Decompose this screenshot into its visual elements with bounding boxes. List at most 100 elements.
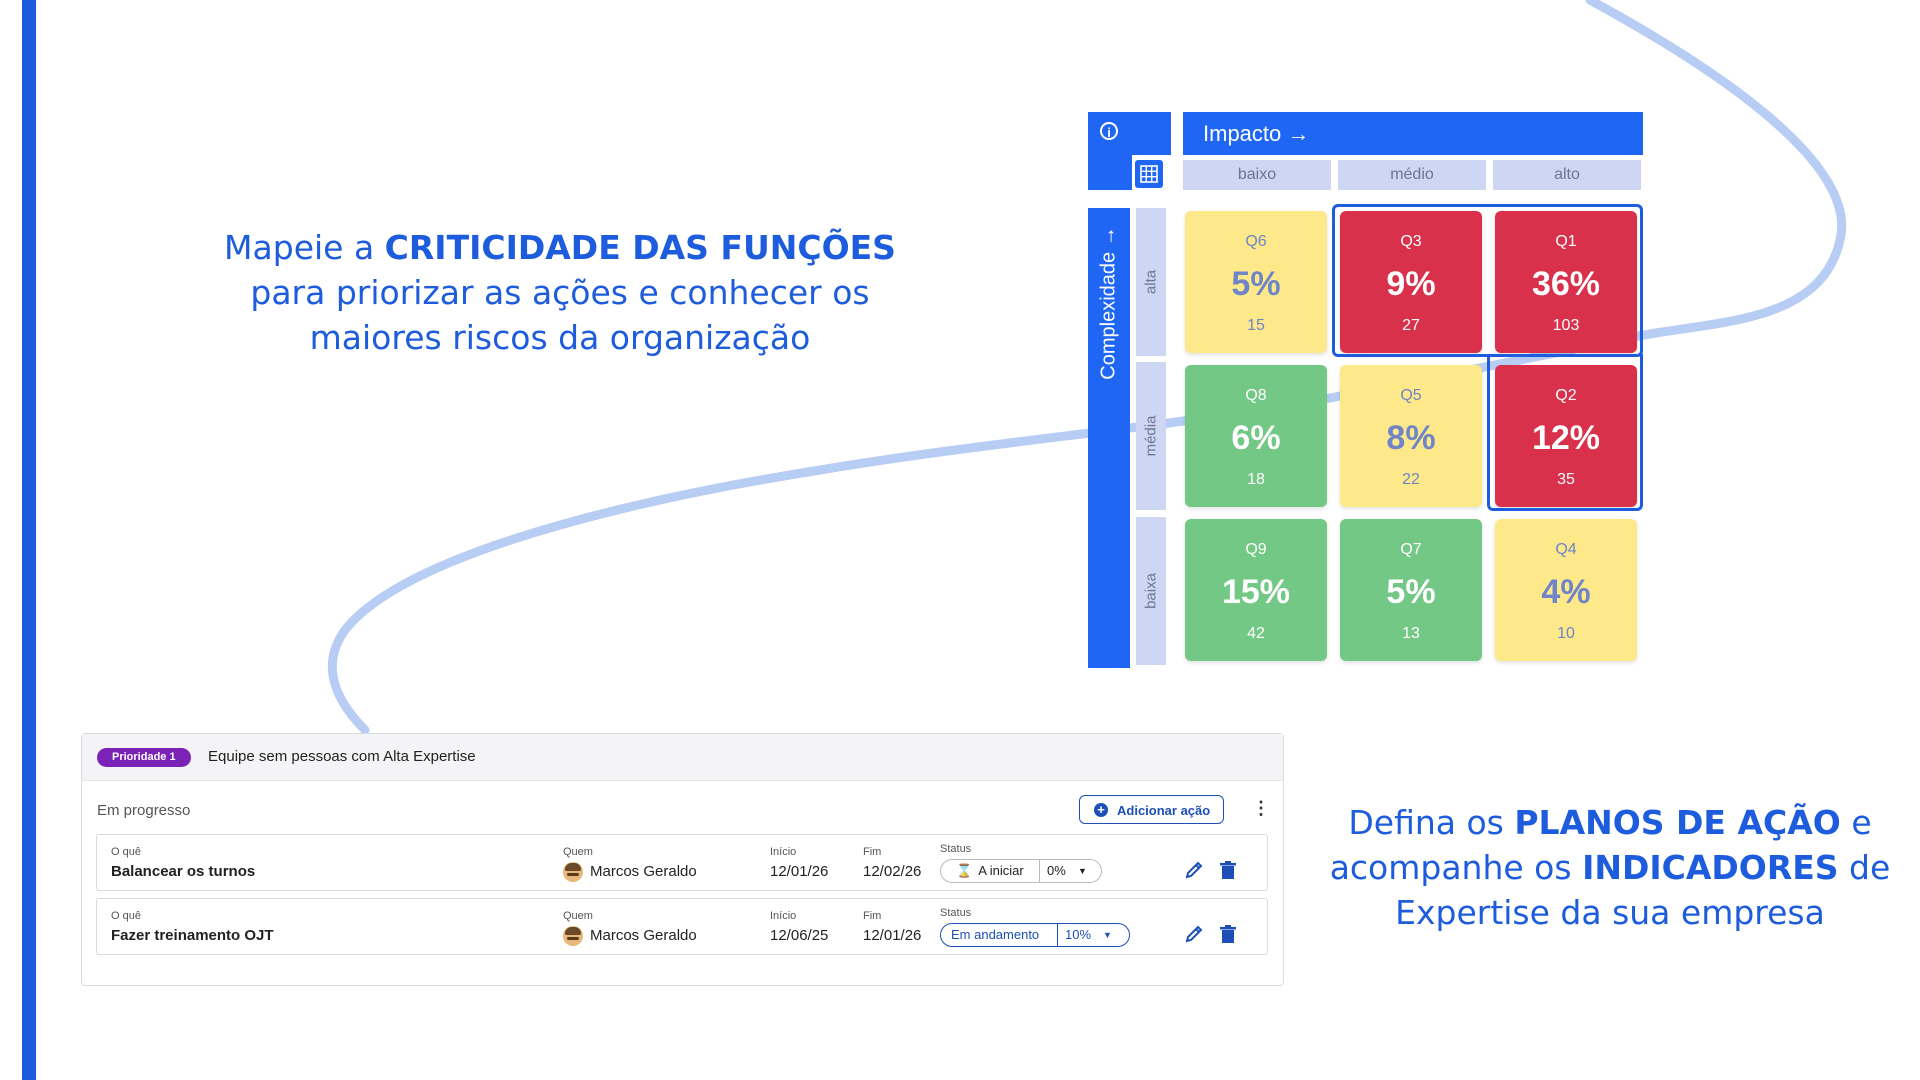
cell-count: 27 <box>1402 317 1420 334</box>
chevron-down-icon: ▼ <box>1078 866 1087 876</box>
progress-value: 10% <box>1065 927 1092 942</box>
start-label: Início <box>770 846 797 858</box>
hourglass-icon: ⌛ <box>956 863 973 878</box>
headline-text: Mapeie a <box>224 228 385 267</box>
headline-bold-text: PLANOS DE AÇÃO <box>1514 803 1841 842</box>
cell-count: 13 <box>1402 625 1420 642</box>
start-label: Início <box>770 910 797 922</box>
cell-count: 15 <box>1247 317 1265 334</box>
row-label-alta: alta <box>1136 208 1166 356</box>
cell-percent: 5% <box>1386 573 1436 611</box>
edit-icon[interactable] <box>1183 859 1205 881</box>
status-separator <box>1039 860 1040 882</box>
row-label-text: baixa <box>1142 573 1160 609</box>
priority-badge: Prioridade 1 <box>97 748 191 767</box>
chevron-down-icon: ▼ <box>1103 930 1112 940</box>
status-value: A iniciar <box>978 863 1024 878</box>
who-value: Marcos Geraldo <box>590 927 697 944</box>
matrix-cell-q3[interactable]: Q3 9% 27 <box>1340 211 1482 353</box>
column-label-baixo: baixo <box>1183 160 1331 190</box>
headline-text: acompanhe os <box>1329 848 1583 887</box>
cell-percent: 15% <box>1221 573 1291 611</box>
row-label-text: média <box>1142 415 1160 457</box>
delete-icon[interactable] <box>1217 859 1239 881</box>
headline-bold-text: INDICADORES <box>1582 848 1839 887</box>
status-selector[interactable]: ⌛ A iniciar 0% ▼ <box>940 859 1102 883</box>
panel-header: Prioridade 1 Equipe sem pessoas com Alta… <box>82 734 1283 781</box>
start-date: 12/06/25 <box>770 927 829 944</box>
cell-percent: 6% <box>1231 419 1281 457</box>
cell-count: 42 <box>1247 625 1265 642</box>
complexity-axis-label: Complexidade → <box>1097 226 1120 380</box>
cell-quadrant: Q3 <box>1400 233 1422 250</box>
section-label: Em progresso <box>97 802 191 819</box>
headline-bold-text: CRITICIDADE DAS FUNÇÕES <box>384 228 896 267</box>
cell-quadrant: Q2 <box>1555 387 1577 404</box>
matrix-cell-q4[interactable]: Q4 4% 10 <box>1495 519 1637 661</box>
end-date: 12/01/26 <box>863 927 922 944</box>
avatar <box>563 862 583 882</box>
headline-text: maiores riscos da organização <box>309 318 811 357</box>
row-label-media: média <box>1136 362 1166 510</box>
what-value: Fazer treinamento OJT <box>111 927 274 944</box>
impact-axis-header: Impacto → <box>1183 112 1643 155</box>
end-date: 12/02/26 <box>863 863 922 880</box>
matrix-cell-q6[interactable]: Q6 5% 15 <box>1185 211 1327 353</box>
matrix-cell-q1[interactable]: Q1 36% 103 <box>1495 211 1637 353</box>
cell-count: 10 <box>1557 625 1575 642</box>
cell-quadrant: Q1 <box>1555 233 1577 250</box>
grid-view-button[interactable] <box>1135 160 1163 188</box>
complexity-axis-bar <box>1088 208 1130 668</box>
status-selector[interactable]: Em andamento 10% ▼ <box>940 923 1130 947</box>
status-separator <box>1057 924 1058 946</box>
cell-quadrant: Q8 <box>1245 387 1267 404</box>
cell-quadrant: Q5 <box>1400 387 1422 404</box>
end-label: Fim <box>863 910 882 922</box>
matrix-cell-q8[interactable]: Q8 6% 18 <box>1185 365 1327 507</box>
cell-quadrant: Q9 <box>1245 541 1267 558</box>
row-label-baixa: baixa <box>1136 517 1166 665</box>
row-label-text: alta <box>1142 269 1160 295</box>
headline-text: de <box>1838 848 1891 887</box>
critical-zone-outline-top <box>1332 204 1643 357</box>
grid-icon <box>1140 165 1158 183</box>
cell-quadrant: Q4 <box>1555 541 1577 558</box>
headline-text: para priorizar as ações e conhecer os <box>250 273 870 312</box>
avatar <box>563 926 583 946</box>
what-label: O quê <box>111 846 141 858</box>
cell-percent: 36% <box>1531 265 1601 303</box>
cell-quadrant: Q7 <box>1400 541 1422 558</box>
who-label: Quem <box>563 846 593 858</box>
complexity-axis-title: Complexidade → <box>1088 208 1130 398</box>
delete-icon[interactable] <box>1217 923 1239 945</box>
column-label-alto: alto <box>1493 160 1641 190</box>
action-plan-panel: Prioridade 1 Equipe sem pessoas com Alta… <box>81 733 1284 986</box>
cell-percent: 8% <box>1386 419 1436 457</box>
left-accent-bar <box>22 0 36 1080</box>
matrix-cell-q5[interactable]: Q5 8% 22 <box>1340 365 1482 507</box>
cell-quadrant: Q6 <box>1245 233 1267 250</box>
more-options-icon[interactable]: ⋮ <box>1252 798 1270 818</box>
matrix-cell-q2[interactable]: Q2 12% 35 <box>1495 365 1637 507</box>
headline-planos: Defina os PLANOS DE AÇÃO e acompanhe os … <box>1300 800 1920 935</box>
status-label: Status <box>940 843 972 855</box>
column-label-medio: médio <box>1338 160 1486 190</box>
cell-count: 18 <box>1247 471 1265 488</box>
end-label: Fim <box>863 846 882 858</box>
headline-text: Defina os <box>1348 803 1515 842</box>
headline-text: Expertise da sua empresa <box>1395 893 1825 932</box>
info-icon[interactable]: i <box>1100 122 1118 140</box>
cell-count: 103 <box>1552 317 1580 334</box>
edit-icon[interactable] <box>1183 923 1205 945</box>
headline-text: e <box>1840 803 1872 842</box>
who-label: Quem <box>563 910 593 922</box>
matrix-cell-q7[interactable]: Q7 5% 13 <box>1340 519 1482 661</box>
cell-count: 22 <box>1402 471 1420 488</box>
add-action-button[interactable]: + Adicionar ação <box>1079 795 1224 824</box>
critical-zone-outline-bottom <box>1487 354 1643 511</box>
status-label: Status <box>940 907 972 919</box>
cell-percent: 5% <box>1231 265 1281 303</box>
action-row: O quê Balancear os turnos Quem Marcos Ge… <box>96 834 1268 891</box>
matrix-cell-q9[interactable]: Q9 15% 42 <box>1185 519 1327 661</box>
cell-percent: 4% <box>1541 573 1591 611</box>
